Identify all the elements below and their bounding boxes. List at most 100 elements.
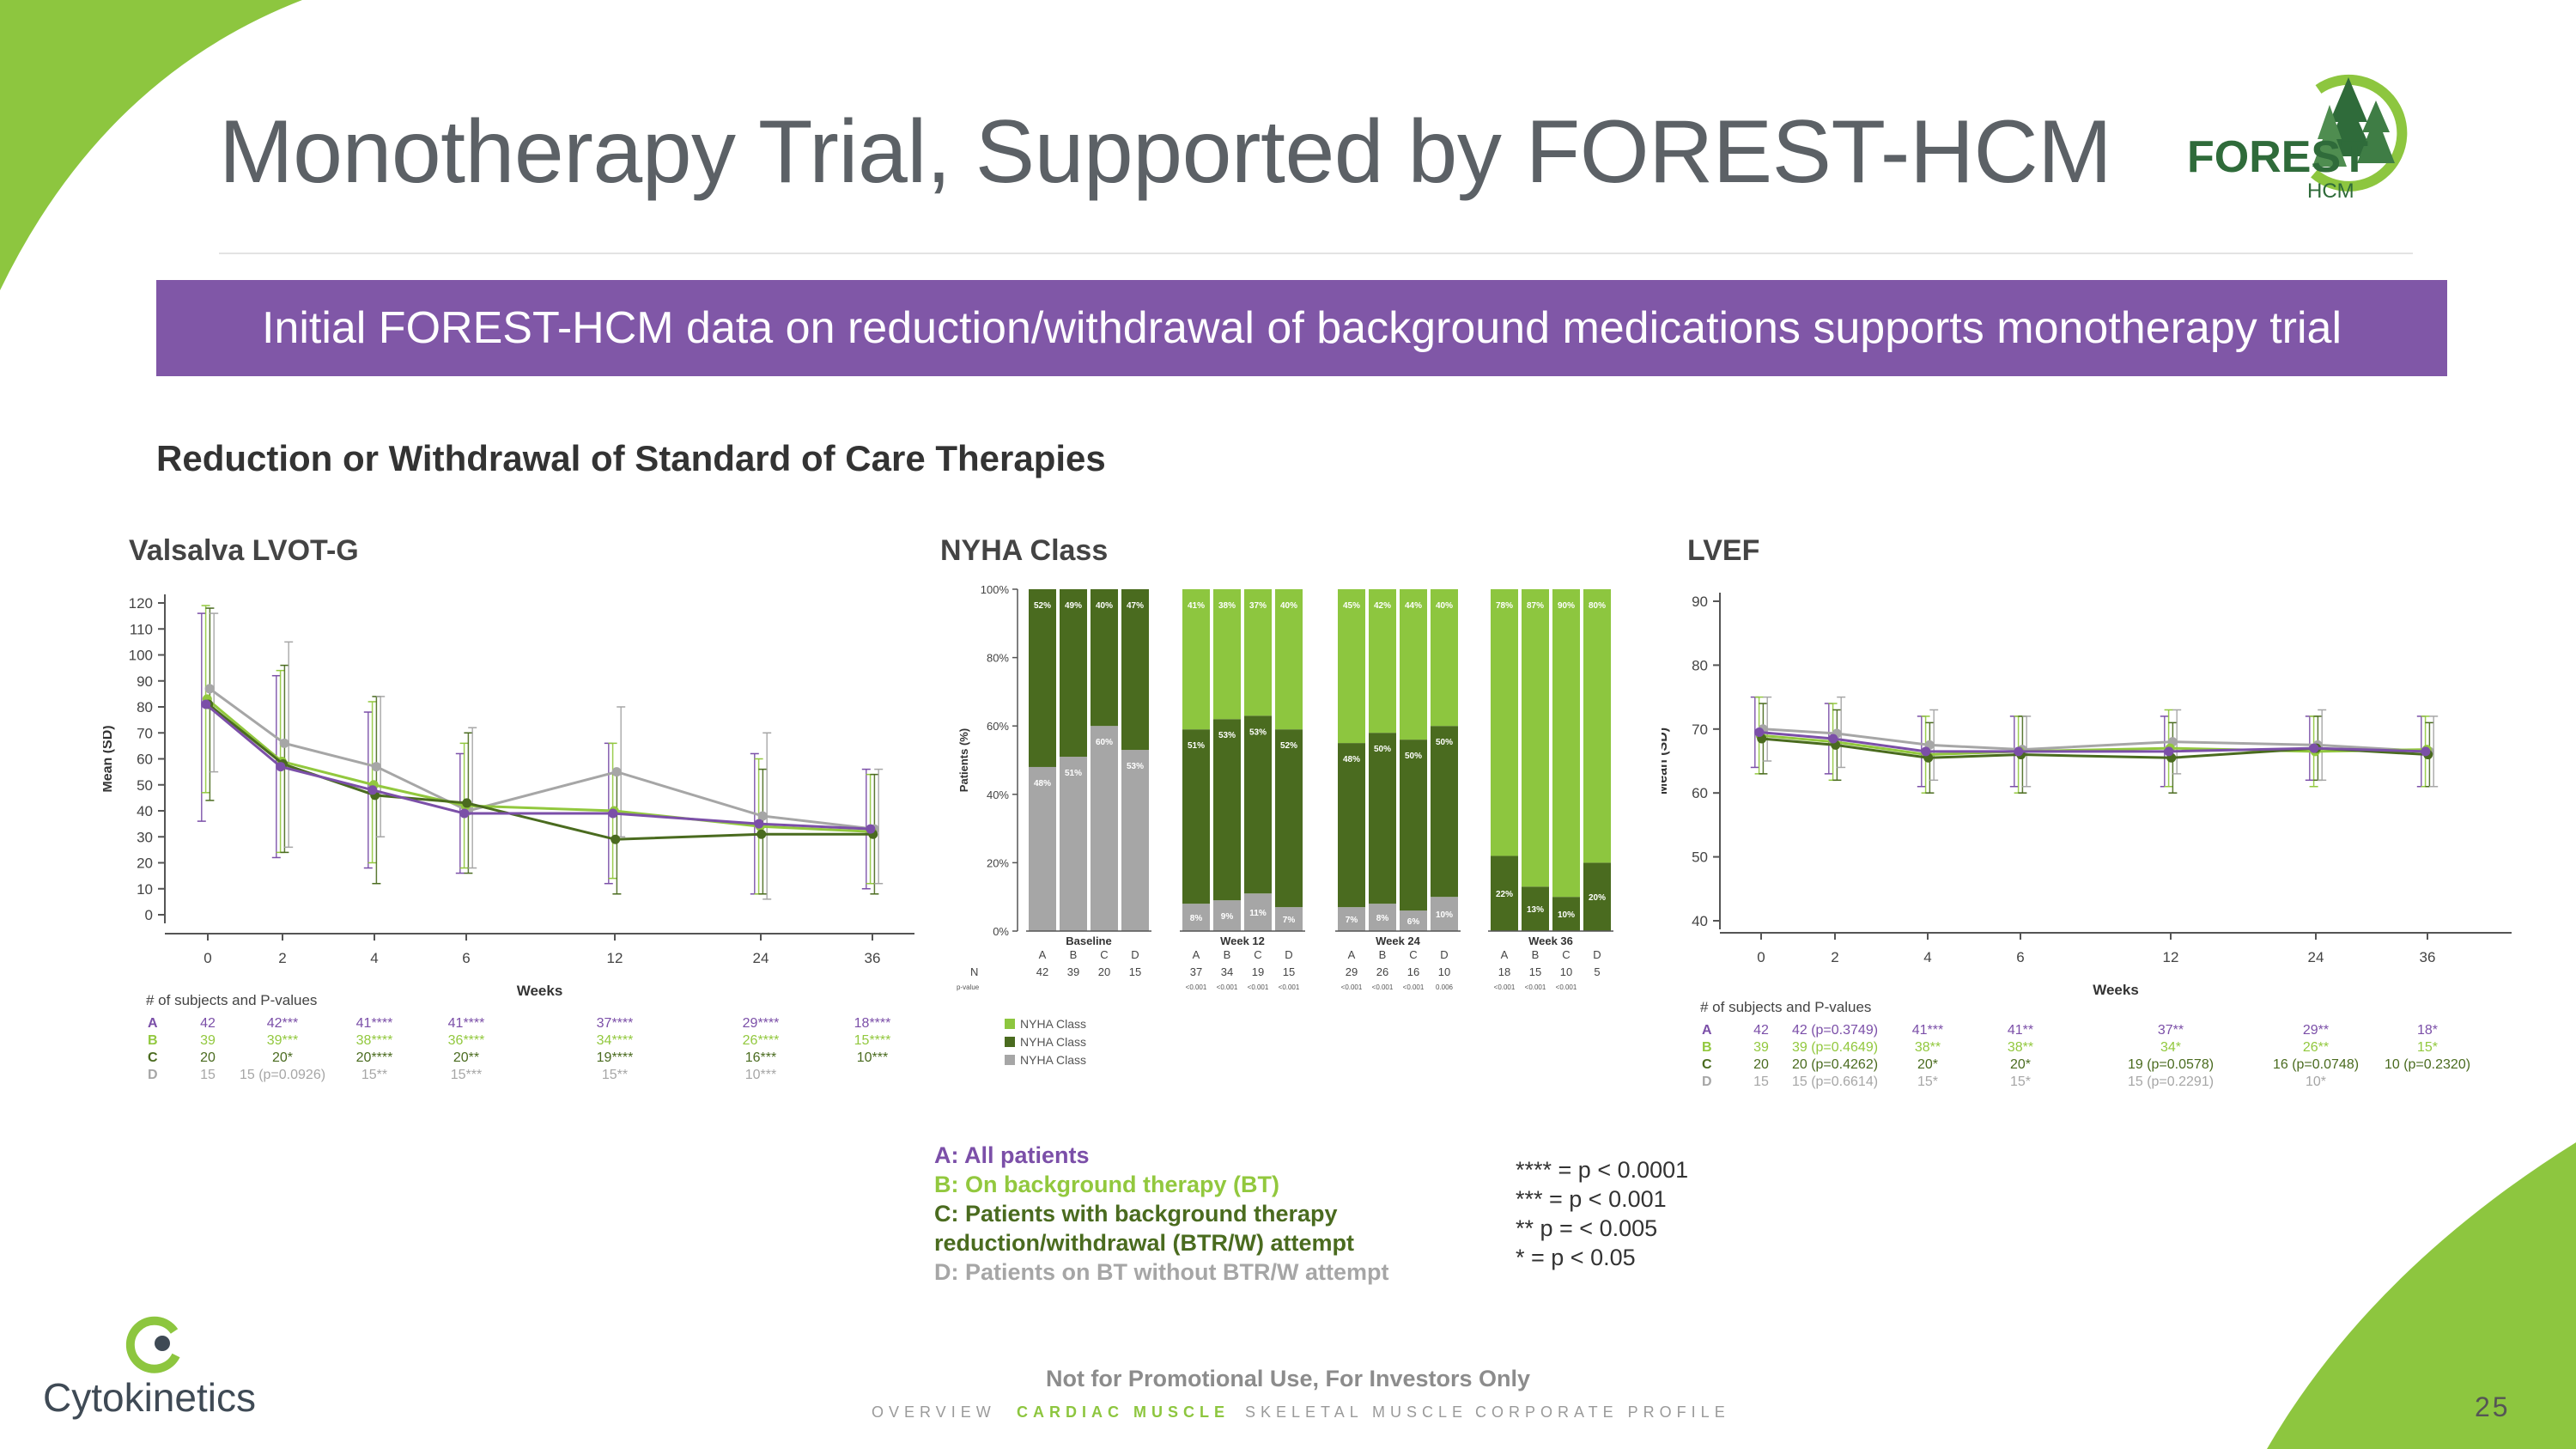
p-row-label: p-value [957,983,980,991]
lvot-subjects-table: # of subjects and P-values A 42 42*** 41****… [146,992,919,1095]
bar-segment-class-light-green [1431,589,1458,727]
n-value: 18 [1498,965,1510,978]
x-tick-label: 24 [753,950,769,966]
y-tick-label: 70 [137,725,153,741]
bar-value-label: 40% [1280,601,1297,611]
bar-segment-class-gray [1029,766,1056,931]
logo-subtitle: HCM [2307,180,2354,203]
bar-segment-class-gray [1400,910,1427,931]
y-tick-label: 90 [137,673,153,690]
y-tick-label: 40 [1692,913,1708,929]
x-tick-label: 6 [462,950,470,966]
bar-value-label: 37% [1249,601,1267,611]
y-tick-label: 0 [145,907,153,923]
legend-label: NYHA Class [1020,1017,1087,1031]
y-tick-label: 120 [129,595,153,612]
legend-label: NYHA Class [1020,1035,1087,1049]
bar-value-label: 53% [1218,731,1236,740]
nav-cardiac-muscle[interactable]: CARDIAC MUSCLE [1017,1403,1230,1421]
table-row-key: A [148,1016,158,1031]
table-cell: 20**** [355,1050,393,1065]
n-row-label: N [970,965,978,978]
data-point-a [2014,746,2024,757]
n-value: 34 [1221,965,1233,978]
p-value: <0.001 [1217,983,1238,991]
category-label: D [1285,948,1292,961]
data-point-a [608,808,618,819]
bar-value-label: 45% [1343,601,1360,611]
bar-segment-class-dark-green [1121,589,1149,751]
y-tick-label: 90 [1692,594,1708,610]
p-value: <0.001 [1248,983,1269,991]
x-tick-label: 24 [2308,949,2324,965]
bar-segment-class-dark-green [1431,726,1458,898]
table-cell: 26**** [742,1033,780,1048]
bar-segment-class-dark-green [1213,719,1241,901]
p-value: <0.001 [1556,983,1577,991]
bar-segment-class-light-green [1275,589,1303,730]
category-label: D [1593,948,1601,961]
y-tick-label: 100 [129,648,153,664]
bar-value-label: 44% [1405,601,1422,611]
nav-corporate-profile[interactable]: CORPORATE PROFILE [1475,1403,1730,1421]
lvot-chart-title: Valsalva LVOT-G [129,534,359,567]
table-row-key: C [148,1050,158,1065]
table-cell: 39*** [266,1033,299,1048]
bar-value-label: 53% [1249,728,1267,737]
x-tick-label: 12 [2163,949,2179,965]
data-point-c [756,829,767,839]
y-tick-label: 80% [987,652,1009,665]
table-cell: 42*** [266,1016,299,1031]
table-cell: 20** [453,1050,480,1065]
bar-segment-class-gray [1091,726,1118,931]
table-cell: 15* [2009,1075,2032,1089]
bar-value-label: 7% [1346,916,1358,925]
page-number: 25 [2475,1391,2511,1422]
category-label: D [1440,948,1448,961]
bar-segment-class-dark-green [1060,589,1087,758]
group-label: Week 24 [1376,935,1421,947]
x-tick-label: 4 [1923,949,1931,965]
group-label: Baseline [1066,935,1111,947]
table-cell: 37** [2157,1023,2184,1038]
category-label: A [1501,948,1509,961]
bar-value-label: 51% [1188,741,1205,751]
nav-skeletal-muscle[interactable]: SKELETAL MUSCLE [1245,1403,1468,1421]
n-value: 19 [1252,965,1264,978]
bar-value-label: 40% [1096,601,1113,611]
bar-segment-class-light-green [1213,589,1241,720]
nyha-chart: 0% 20% 40% 60% 80% 100% Patients (%) 48% 52% A 42 5… [957,583,1613,991]
data-point-a [201,699,211,709]
table-cell: 41**** [355,1016,393,1031]
p-value: <0.001 [1279,983,1300,991]
data-point-a [276,762,286,772]
table-cell: 20* [271,1050,294,1065]
bar-value-label: 49% [1065,601,1082,611]
table-cell: 16*** [744,1050,777,1065]
table-cell: 10*** [744,1068,777,1082]
nav-overview[interactable]: OVERVIEW [872,1403,996,1421]
section-title: Reduction or Withdrawal of Standard of C… [156,438,1106,478]
bar-value-label: 87% [1527,601,1544,611]
series-line-b [206,697,872,833]
data-point-d [611,767,622,777]
bar-value-label: 78% [1496,601,1513,611]
legend-item: NYHA Class [1005,1017,1086,1031]
y-axis-label: Mean (SD) [1662,728,1670,795]
p-value: <0.001 [1341,983,1363,991]
table-cell: 38** [2007,1040,2034,1055]
data-point-d [757,811,768,821]
y-tick-label: 20 [137,855,153,872]
title-divider [219,253,2413,254]
n-value: 37 [1190,965,1202,978]
table-cell: 15 (p=0.6614) [1791,1075,1879,1089]
legend-swatch [1005,1019,1015,1029]
y-tick-label: 50 [1692,849,1708,866]
n-value: 39 [1067,965,1079,978]
table-cell: 18* [2416,1023,2439,1038]
bar-value-label: 13% [1527,905,1544,915]
category-label: A [1348,948,1356,961]
bar-value-label: 10% [1558,910,1575,920]
legend-swatch [1005,1055,1015,1065]
table-cell: 42 [1753,1023,1769,1038]
